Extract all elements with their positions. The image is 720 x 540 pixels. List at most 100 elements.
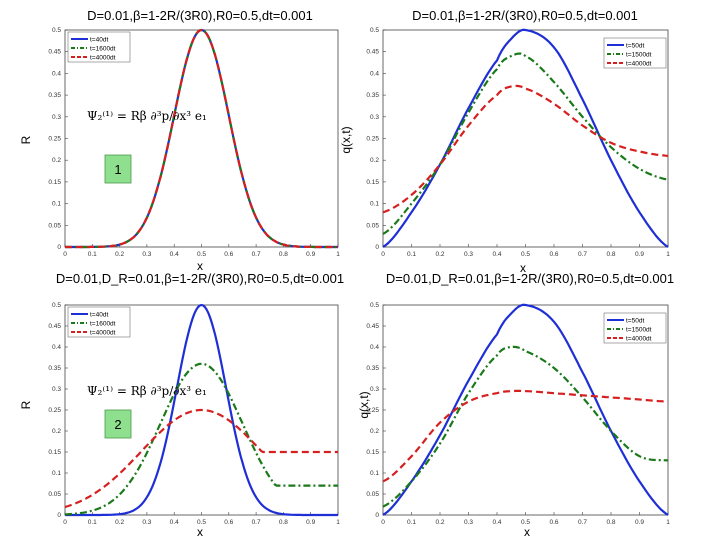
x-tick-label: 1 — [336, 519, 340, 526]
x-tick-label: 0.1 — [88, 251, 97, 258]
y-tick-label: 0.45 — [366, 323, 379, 330]
y-tick-label: 0 — [57, 244, 61, 251]
y-axis-label: R — [19, 135, 33, 144]
x-axis-label: x — [520, 261, 526, 275]
x-tick-label: 0.5 — [521, 251, 530, 258]
x-tick-label: 0.4 — [170, 251, 179, 258]
legend-label: t=4000dt — [90, 54, 116, 61]
legend-label: t=4000dt — [90, 329, 116, 336]
plot-area-frame — [64, 29, 339, 248]
legend-label: t=1500dt — [626, 326, 652, 333]
y-tick-label: 0.2 — [52, 157, 61, 164]
y-tick-label: 0.35 — [366, 365, 379, 372]
y-tick-label: 0.4 — [370, 70, 379, 77]
x-tick-label: 0 — [381, 519, 385, 526]
y-tick-label: 0.45 — [48, 49, 61, 56]
y-tick-label: 0.5 — [370, 302, 379, 309]
panel-number-badge — [104, 154, 132, 184]
series-line-t=1500dt — [382, 345, 669, 508]
x-tick-label: 0.2 — [435, 251, 444, 258]
series-line-t=4000dt — [64, 408, 338, 509]
formula-annotation: Ψ₂⁽¹⁾ = Rβ ∂³p/∂x³ e₁ — [87, 384, 207, 398]
y-tick-label: 0 — [375, 512, 379, 519]
formula-annotation: Ψ₂⁽¹⁾ = Rβ ∂³p/∂x³ e₁ — [87, 109, 207, 123]
x-tick-label: 0.7 — [578, 251, 587, 258]
panel-top-left: D=0.01,β=1-2R/(3R0),R0=0.5,dt=0.001 0 0.1 0… — [19, 8, 340, 273]
y-tick-label: 0 — [375, 244, 379, 251]
x-tick-label: 0.9 — [635, 251, 644, 258]
x-axis-label: x — [197, 259, 203, 273]
x-tick-label: 0.8 — [279, 519, 288, 526]
x-axis-label: x — [197, 525, 203, 539]
y-tick-label: 0.15 — [48, 179, 61, 186]
y-tick-label: 0.3 — [52, 386, 61, 393]
x-tick-label: 0.8 — [606, 251, 615, 258]
y-tick-label: 0.1 — [370, 470, 379, 477]
x-tick-label: 1 — [666, 251, 670, 258]
series-line-t=40dt — [65, 28, 338, 249]
x-tick-label: 0 — [381, 251, 385, 258]
y-tick-label: 0.05 — [366, 491, 379, 498]
x-tick-label: 0 — [63, 251, 67, 258]
legend-label: t=4000dt — [626, 60, 652, 67]
legend-label: t=50dt — [626, 42, 644, 49]
series-line-t=4000dt — [65, 28, 338, 249]
legend-label: t=1600dt — [90, 320, 116, 327]
y-tick-label: 0.3 — [370, 386, 379, 393]
y-tick-label: 0.25 — [366, 407, 379, 414]
y-tick-label: 0.05 — [48, 491, 61, 498]
y-tick-label: 0.15 — [48, 449, 61, 456]
x-tick-label: 0.1 — [407, 251, 416, 258]
legend-label: t=40dt — [90, 311, 108, 318]
x-tick-label: 0.5 — [197, 519, 206, 526]
x-tick-label: 0 — [63, 519, 67, 526]
legend-label: t=1500dt — [626, 51, 652, 58]
y-tick-label: 0.1 — [370, 201, 379, 208]
x-tick-label: 0.9 — [306, 251, 315, 258]
y-tick-label: 0.5 — [52, 302, 61, 309]
y-tick-label: 0.05 — [48, 222, 61, 229]
y-axis-label: R — [19, 400, 33, 409]
y-tick-label: 0.3 — [52, 114, 61, 121]
x-tick-label: 0.6 — [549, 519, 558, 526]
series-line-t=1500dt — [382, 52, 669, 235]
y-tick-label: 0.15 — [366, 449, 379, 456]
x-tick-label: 0.2 — [435, 519, 444, 526]
chart-title: D=0.01,β=1-2R/(3R0),R0=0.5,dt=0.001 — [412, 8, 638, 23]
panel-number-label: 1 — [114, 162, 121, 177]
chart-title: D=0.01,D_R=0.01,β=1-2R/(3R0),R0=0.5,dt=0… — [56, 271, 344, 286]
y-tick-label: 0.15 — [366, 179, 379, 186]
x-tick-label: 0.3 — [464, 519, 473, 526]
chart-title: D=0.01,β=1-2R/(3R0),R0=0.5,dt=0.001 — [87, 8, 313, 23]
legend-label: t=1600dt — [90, 45, 116, 52]
y-tick-label: 0.2 — [370, 157, 379, 164]
series-line-t=40dt — [65, 303, 338, 517]
panel-number-badge — [104, 409, 132, 439]
y-tick-label: 0.25 — [48, 136, 61, 143]
x-tick-label: 0.3 — [142, 519, 151, 526]
panel-top-right: D=0.01,β=1-2R/(3R0),R0=0.5,dt=0.001 0 0.1 0… — [339, 8, 670, 275]
y-tick-label: 0.35 — [48, 365, 61, 372]
x-tick-label: 1 — [336, 251, 340, 258]
chart-title: D=0.01,D_R=0.01,β=1-2R/(3R0),R0=0.5,dt=0… — [386, 271, 674, 286]
series-line-t=4000dt — [382, 389, 669, 483]
y-tick-label: 0.05 — [366, 222, 379, 229]
x-tick-label: 0.7 — [578, 519, 587, 526]
x-tick-label: 0.3 — [464, 251, 473, 258]
y-tick-label: 0.3 — [370, 114, 379, 121]
y-tick-label: 0.5 — [370, 27, 379, 34]
y-tick-label: 0.4 — [370, 344, 379, 351]
x-tick-label: 0.9 — [306, 519, 315, 526]
x-tick-label: 0.1 — [407, 519, 416, 526]
y-tick-label: 0.1 — [52, 470, 61, 477]
y-tick-label: 0.2 — [370, 428, 379, 435]
series-line-t=50dt — [382, 303, 669, 516]
x-tick-label: 0.9 — [635, 519, 644, 526]
x-tick-label: 0.7 — [252, 519, 261, 526]
x-tick-label: 0.2 — [115, 251, 124, 258]
y-tick-label: 0 — [57, 512, 61, 519]
y-axis-label: q(x,t) — [339, 126, 353, 153]
y-axis-label: q(x,t) — [357, 391, 371, 418]
x-tick-label: 0.8 — [279, 251, 288, 258]
